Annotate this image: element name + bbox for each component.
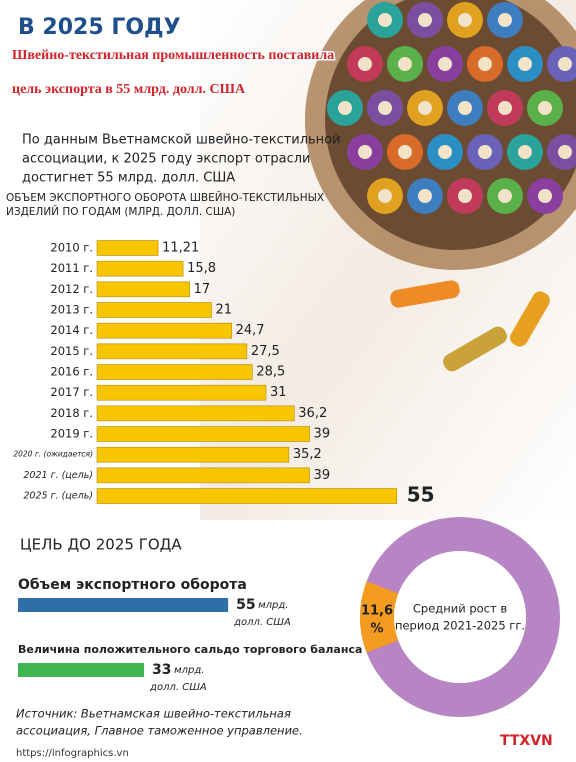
- spool-core: [458, 13, 472, 27]
- spool-core: [498, 13, 512, 27]
- spool-core: [418, 101, 432, 115]
- subtitle: Швейно-текстильная промышленность постав…: [12, 48, 334, 63]
- category-label: 2015 г.: [50, 344, 93, 358]
- bar: [96, 260, 184, 277]
- category-label: 2019 г.: [50, 427, 93, 441]
- value-label: 24,7: [236, 323, 265, 338]
- spool-core: [418, 13, 432, 27]
- value-label: 55: [407, 483, 435, 507]
- value-label: 35,2: [293, 447, 322, 462]
- bar: [96, 281, 190, 298]
- category-label: 2016 г.: [50, 365, 93, 379]
- bar: [96, 426, 310, 442]
- goal-unit: млрд.: [174, 665, 204, 676]
- category-label: 2020 г. (ожидается): [13, 450, 93, 459]
- category-label: 2025 г. (цель): [23, 491, 93, 502]
- spool-core: [498, 189, 512, 203]
- bar: [96, 488, 398, 504]
- spool-core: [558, 57, 572, 71]
- category-label: 2017 г.: [50, 385, 93, 399]
- value-label: 27,5: [251, 344, 280, 359]
- category-label: 2012 г.: [50, 282, 93, 296]
- spool-core: [378, 13, 392, 27]
- spool-core: [518, 57, 532, 71]
- footer-site: https://infographics.vn: [16, 748, 129, 759]
- spool-core: [378, 101, 392, 115]
- bar: [96, 322, 232, 339]
- spool-core: [458, 101, 472, 115]
- category-label: 2013 г.: [50, 303, 93, 317]
- footer-bar: [0, 744, 576, 762]
- goal-bar: [18, 663, 145, 677]
- spool-core: [518, 145, 532, 159]
- title: В 2025 ГОДУ: [18, 15, 181, 40]
- value-label: 11,21: [162, 241, 199, 256]
- value-label: 17: [194, 282, 211, 297]
- value-label: 15,8: [187, 261, 216, 276]
- chart-title: ИЗДЕЛИЙ ПО ГОДАМ (МЛРД. ДОЛЛ. США): [6, 205, 235, 218]
- spool-core: [538, 189, 552, 203]
- donut-hole: [394, 551, 526, 683]
- chart-title: ОБЪЕМ ЭКСПОРТНОГО ОБОРОТА ШВЕЙНО-ТЕКСТИЛ…: [6, 191, 324, 204]
- category-label: 2014 г.: [50, 323, 93, 337]
- spool-core: [558, 145, 572, 159]
- bar: [96, 446, 290, 463]
- goal-heading: ЦЕЛЬ ДО 2025 ГОДА: [20, 536, 182, 554]
- subtitle: цель экспорта в 55 млрд. долл. США: [12, 82, 246, 97]
- spool-core: [398, 145, 412, 159]
- bar: [96, 405, 295, 422]
- spool-core: [478, 57, 492, 71]
- value-label: 39: [314, 427, 331, 442]
- goal-value: 33: [152, 662, 171, 678]
- goal-value: 55: [236, 597, 255, 613]
- growth-label: Средний рост в: [413, 602, 507, 616]
- spool-core: [358, 145, 372, 159]
- value-label: 21: [215, 303, 232, 318]
- goal-unit: долл. США: [233, 617, 291, 628]
- bar: [96, 384, 267, 401]
- category-label: 2011 г.: [50, 261, 93, 275]
- thread-photo: [200, 0, 576, 520]
- bar: [96, 364, 253, 380]
- spool-core: [338, 101, 352, 115]
- donut-segment: [360, 581, 399, 653]
- goal-bar: [18, 598, 229, 612]
- goal-label: Величина положительного сальдо торгового…: [18, 643, 362, 656]
- source: Источник: Вьетнамская швейно-текстильная: [16, 707, 291, 721]
- category-label: 2010 г.: [50, 241, 93, 255]
- logo: TTXVN: [500, 733, 553, 749]
- intro-text: По данным Вьетнамской швейно-текстильной: [22, 133, 341, 148]
- intro-text: ассоциации, к 2025 году экспорт отрасли: [22, 152, 310, 167]
- bar: [96, 240, 159, 256]
- value-label: 28,5: [256, 365, 285, 380]
- value-label: 39: [314, 468, 331, 483]
- spool-core: [398, 57, 412, 71]
- category-label: 2021 г. (цель): [23, 470, 93, 481]
- spool-core: [438, 57, 452, 71]
- spool-core: [438, 145, 452, 159]
- spool-core: [498, 101, 512, 115]
- spool-core: [478, 145, 492, 159]
- goal-unit: долл. США: [149, 682, 207, 693]
- value-label: 36,2: [298, 406, 327, 421]
- category-label: 2018 г.: [50, 406, 93, 420]
- intro-text: достигнет 55 млрд. долл. США: [22, 171, 235, 186]
- growth-value: %: [370, 622, 383, 637]
- goal-unit: млрд.: [258, 600, 288, 611]
- growth-value: 11,6: [361, 604, 393, 619]
- growth-label: период 2021-2025 гг.: [395, 619, 525, 633]
- spool-core: [358, 57, 372, 71]
- bar: [96, 467, 310, 484]
- bar: [96, 302, 212, 318]
- spool-core: [418, 189, 432, 203]
- spool-core: [458, 189, 472, 203]
- source: ассоциация, Главное таможенное управлени…: [16, 724, 303, 738]
- goal-label: Объем экспортного оборота: [18, 577, 247, 593]
- spool-core: [538, 101, 552, 115]
- value-label: 31: [270, 385, 287, 400]
- bar: [96, 343, 248, 360]
- spool-core: [378, 189, 392, 203]
